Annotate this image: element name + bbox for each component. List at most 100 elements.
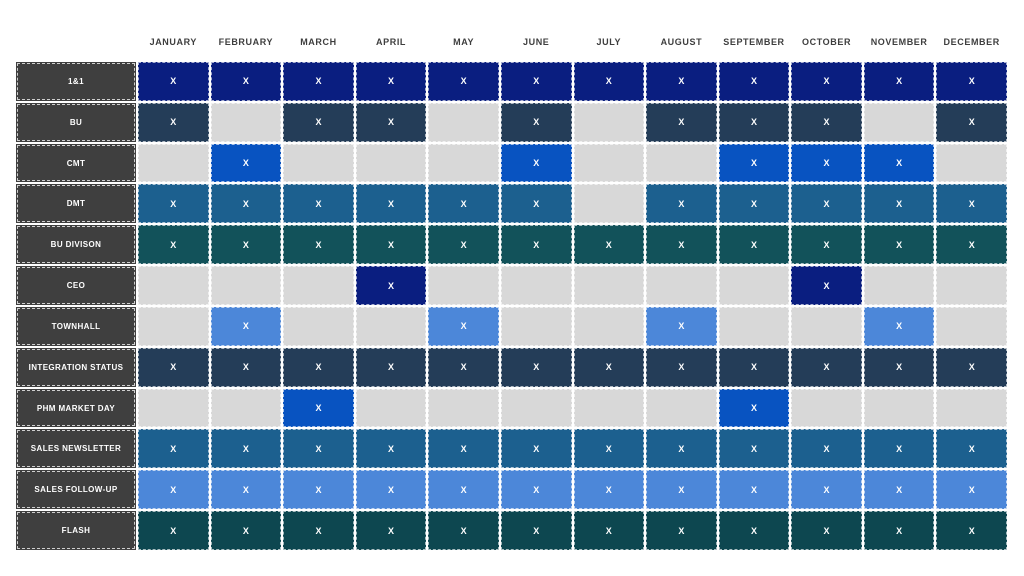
matrix-cell: [210, 388, 282, 428]
matrix-cell: X: [210, 306, 282, 346]
month-header-february: FEBRUARY: [218, 37, 274, 47]
matrix-cell: X: [573, 429, 645, 469]
matrix-cell: X: [646, 62, 717, 101]
matrix-cell: X: [500, 470, 572, 510]
matrix-cell: X: [863, 306, 935, 346]
matrix-cell: X: [936, 347, 1007, 387]
matrix-cell: [791, 306, 862, 346]
matrix-cell: X: [791, 470, 862, 510]
matrix-cell: X: [210, 184, 282, 224]
matrix-cell: X: [791, 62, 862, 101]
month-header-december: DECEMBER: [943, 37, 1000, 47]
matrix-cell: [138, 306, 209, 346]
matrix-cell: X: [936, 184, 1007, 224]
matrix-cell: [428, 388, 499, 428]
matrix-cell: X: [791, 143, 862, 183]
matrix-cell: [791, 388, 862, 428]
matrix-cell: [936, 388, 1007, 428]
matrix-cell: [355, 306, 427, 346]
matrix-cell: [500, 306, 572, 346]
matrix-cell: [573, 102, 645, 142]
matrix-cell: X: [573, 511, 645, 550]
row-label: BU DIVISON: [16, 225, 136, 265]
month-header-june: JUNE: [522, 37, 550, 47]
matrix-cell: [283, 266, 354, 305]
month-header-august: AUGUST: [660, 37, 703, 47]
matrix-cell: [500, 266, 572, 305]
matrix-cell: X: [428, 511, 499, 550]
matrix-cell: X: [210, 225, 282, 265]
matrix-cell: [863, 266, 935, 305]
matrix-cell: X: [718, 102, 790, 142]
matrix-cell: X: [863, 511, 935, 550]
matrix-cell: X: [428, 225, 499, 265]
row-label: SALES NEWSLETTER: [16, 429, 136, 469]
matrix-cell: X: [863, 62, 935, 101]
matrix-cell: X: [355, 347, 427, 387]
matrix-cell: [573, 306, 645, 346]
row-label: CMT: [16, 143, 136, 183]
matrix-cell: [138, 388, 209, 428]
matrix-cell: X: [283, 511, 354, 550]
matrix-cell: X: [428, 306, 499, 346]
matrix-cell: X: [863, 347, 935, 387]
matrix-cell: X: [138, 347, 209, 387]
month-header-row: JANUARY FEBRUARY MARCH APRIL MAY JUNE JULY AUGU…: [16, 30, 1007, 54]
matrix-cell: X: [791, 225, 862, 265]
matrix-cell: [283, 143, 354, 183]
matrix-cell: X: [646, 511, 717, 550]
row-label: PHM MARKET DAY: [16, 388, 136, 428]
matrix-cell: X: [428, 347, 499, 387]
matrix-cell: X: [355, 62, 427, 101]
matrix-cell: X: [355, 266, 427, 305]
matrix-cell: X: [500, 143, 572, 183]
matrix-cell: X: [210, 347, 282, 387]
matrix-cell: X: [283, 225, 354, 265]
matrix-cell: X: [138, 511, 209, 550]
matrix-cell: [863, 102, 935, 142]
matrix-cell: [863, 388, 935, 428]
matrix-cell: [573, 184, 645, 224]
month-header-october: OCTOBER: [802, 37, 852, 47]
matrix-cell: X: [718, 470, 790, 510]
matrix-cell: [210, 266, 282, 305]
matrix-cell: X: [646, 347, 717, 387]
matrix-cell: X: [428, 184, 499, 224]
matrix-cell: X: [138, 429, 209, 469]
row-label-column-spacer: [16, 30, 136, 54]
matrix-cell: X: [718, 388, 790, 428]
matrix-cell: X: [138, 470, 209, 510]
matrix-cell: X: [355, 511, 427, 550]
matrix-cell: X: [500, 102, 572, 142]
matrix-cell: X: [500, 429, 572, 469]
matrix-cell: X: [210, 470, 282, 510]
matrix-cell: [646, 266, 717, 305]
matrix-cell: X: [646, 470, 717, 510]
matrix-grid: 1&1 X X X X X X X X X X X X BU X X X X X X X X CMT X X X X X DMT X X X X…: [16, 62, 1007, 550]
matrix-cell: [138, 143, 209, 183]
matrix-cell: X: [283, 429, 354, 469]
row-label: FLASH: [16, 511, 136, 550]
matrix-cell: [718, 306, 790, 346]
matrix-cell: X: [283, 388, 354, 428]
matrix-cell: X: [428, 62, 499, 101]
matrix-cell: X: [863, 184, 935, 224]
matrix-cell: X: [355, 429, 427, 469]
row-label: CEO: [16, 266, 136, 305]
matrix-cell: X: [500, 347, 572, 387]
month-header-may: MAY: [453, 37, 475, 47]
matrix-cell: X: [646, 184, 717, 224]
matrix-cell: X: [138, 225, 209, 265]
month-header-january: JANUARY: [149, 37, 197, 47]
matrix-cell: X: [863, 225, 935, 265]
matrix-cell: [646, 388, 717, 428]
matrix-cell: X: [283, 470, 354, 510]
month-header-july: JULY: [596, 37, 622, 47]
matrix-cell: [936, 266, 1007, 305]
matrix-cell: [936, 306, 1007, 346]
month-header-september: SEPTEMBER: [723, 37, 785, 47]
matrix-cell: X: [573, 470, 645, 510]
matrix-cell: X: [428, 470, 499, 510]
matrix-cell: X: [283, 184, 354, 224]
matrix-cell: X: [500, 511, 572, 550]
